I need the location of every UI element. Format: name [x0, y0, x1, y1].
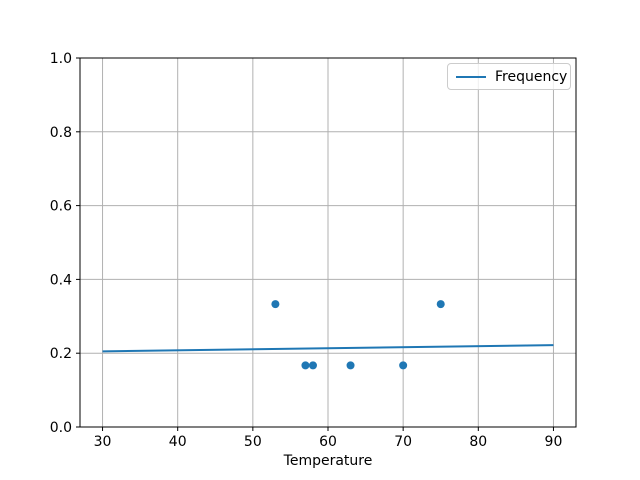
- scatter-point: [301, 361, 310, 370]
- frequency-fit-line: [102, 344, 554, 353]
- legend-line-swatch: [456, 75, 486, 78]
- x-tick-label: 80: [469, 434, 487, 450]
- scatter-point: [346, 361, 355, 370]
- x-tick-label: 50: [244, 434, 262, 450]
- x-tick-label: 60: [319, 434, 337, 450]
- x-tick-label: 30: [94, 434, 112, 450]
- scatter-point: [399, 361, 408, 370]
- x-tick-label: 40: [169, 434, 187, 450]
- y-tick-label: 0.8: [50, 125, 72, 141]
- scatter-point: [271, 300, 280, 309]
- legend-entry-label: Frequency: [495, 68, 568, 85]
- y-tick-label: 1.0: [50, 51, 72, 67]
- scatter-point: [308, 361, 317, 370]
- y-tick-label: 0.2: [50, 346, 72, 362]
- x-axis-label: Temperature: [283, 453, 373, 469]
- legend: Frequency: [447, 63, 571, 90]
- y-tick-label: 0.4: [50, 272, 72, 288]
- y-tick-label: 0.0: [50, 420, 72, 436]
- y-tick-label: 0.6: [50, 199, 72, 215]
- x-tick-label: 90: [545, 434, 563, 450]
- scatter-point: [436, 300, 445, 309]
- x-tick-label: 70: [394, 434, 412, 450]
